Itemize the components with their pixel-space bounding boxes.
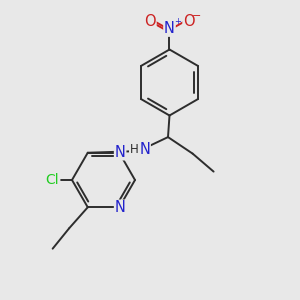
Text: O: O [183,14,195,28]
Text: −: − [192,11,202,21]
Text: N: N [115,200,126,215]
Text: Cl: Cl [46,173,59,187]
Text: N: N [115,145,126,160]
Text: O: O [144,14,156,28]
Text: N: N [164,21,175,36]
Text: N: N [139,142,150,157]
Text: +: + [175,16,181,26]
Text: H: H [130,142,139,156]
